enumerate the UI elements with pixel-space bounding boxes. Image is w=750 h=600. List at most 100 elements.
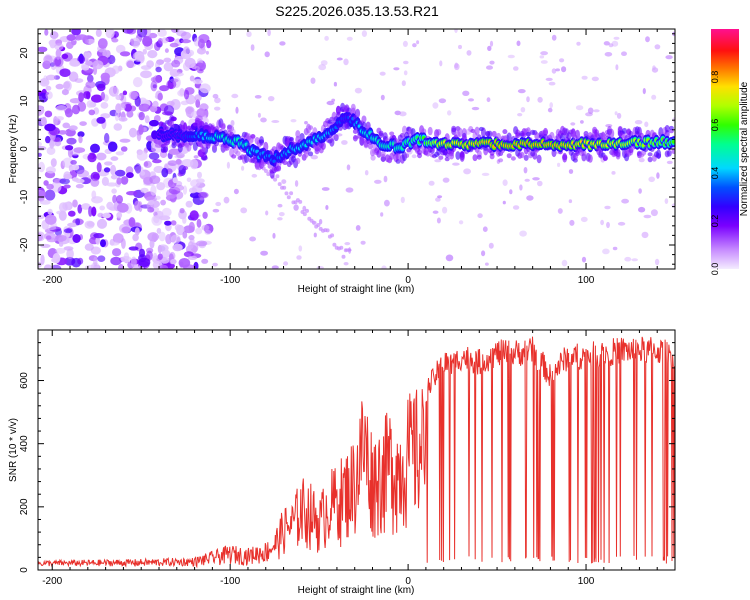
heatmap-cell [91,190,97,199]
heatmap-cell [474,126,480,136]
heatmap-cell [171,59,181,68]
heatmap-cell [537,96,543,103]
heatmap-cell [350,103,356,113]
heatmap-cell [181,159,194,168]
heatmap-cell [647,156,653,163]
heatmap-cell [654,258,660,266]
heatmap-cell [150,185,157,196]
heatmap-cell [267,96,275,102]
spectrogram-y-axis: -20 -10 0 10 20 [19,33,675,265]
heatmap-cell [587,154,593,163]
snr-series-line [38,336,675,569]
heatmap-cell [110,174,118,180]
heatmap-cell [147,50,158,59]
heatmap-cell [519,184,523,191]
heatmap-cell [183,89,190,100]
heatmap-cell [260,117,267,123]
heatmap-cell [568,199,573,204]
heatmap-cell [310,77,316,84]
heatmap-cell [72,234,81,243]
heatmap-cell [326,100,335,106]
heatmap-cell [354,87,362,94]
heatmap-cell [107,141,118,152]
heatmap-cell [172,177,178,184]
heatmap-cell [581,256,587,263]
heatmap-cell [656,153,662,159]
heatmap-cell [496,132,501,141]
heatmap-cell [50,264,62,269]
heatmap-cell [66,34,76,41]
heatmap-cell [671,140,675,144]
heatmap-cell [434,159,442,163]
heatmap-cell [615,148,621,158]
heatmap-cell [86,100,94,108]
heatmap-cell [146,60,155,68]
heatmap-cell [539,55,545,59]
heatmap-cell [602,248,610,255]
heatmap-cell [88,109,96,116]
heatmap-cell [90,178,100,187]
heatmap-cell [115,151,125,156]
heatmap-cell [308,125,314,130]
heatmap-cell [488,242,494,249]
heatmap-cell [264,51,270,58]
heatmap-cell [436,217,441,224]
y-tick-label: 10 [19,95,30,107]
heatmap-cell [158,231,166,242]
heatmap-cell [643,146,649,152]
heatmap-cell [96,116,106,124]
heatmap-cell [491,130,497,138]
heatmap-cell [183,251,194,258]
heatmap-cell [115,94,122,101]
heatmap-cell [447,110,452,116]
heatmap-cell [611,171,616,175]
heatmap-cell [169,42,179,48]
heatmap-cell [229,125,235,132]
heatmap-cell [271,265,279,269]
heatmap-cell [231,93,239,99]
heatmap-cell [204,229,212,235]
heatmap-cell [455,151,461,160]
heatmap-cell [102,49,111,58]
heatmap-cell [570,128,576,137]
heatmap-cell [171,29,180,33]
heatmap-cell [235,106,239,114]
heatmap-cell [438,155,444,160]
heatmap-cell [303,149,309,158]
heatmap-cell [188,221,195,233]
heatmap-cell [576,41,581,46]
heatmap-cell [346,107,352,114]
y-tick-label: 200 [19,498,30,515]
heatmap-cell [506,153,512,159]
heatmap-cell [318,64,327,71]
colorbar-tick-label: 0.2 [710,215,720,228]
heatmap-cell [472,154,478,162]
x-tick-label: -200 [42,576,62,587]
heatmap-cell [63,173,73,180]
heatmap-cell [427,126,433,136]
heatmap-cell [77,169,90,178]
heatmap-cell [148,199,155,205]
heatmap-cell [154,195,161,200]
heatmap-cell [654,44,661,50]
heatmap-cell [267,29,271,37]
heatmap-cell [246,31,252,38]
heatmap-cell [138,257,151,268]
heatmap-cell [64,108,73,118]
heatmap-cell [502,200,506,205]
heatmap-cell [664,125,670,133]
colorbar: 0.0 0.2 0.4 0.6 0.8 Normalized spectral ampl… [710,29,750,275]
heatmap-cell [313,232,317,238]
heatmap-cell [341,140,348,145]
heatmap-cell [442,177,450,183]
heatmap-cell [100,72,111,81]
heatmap-cell [612,246,618,251]
heatmap-cell [189,210,199,221]
heatmap-cell [158,264,169,269]
heatmap-cell [507,54,515,59]
heatmap-cell [666,150,672,157]
heatmap-cell [112,194,117,204]
heatmap-cell [112,233,124,244]
heatmap-cell [399,111,407,117]
heatmap-cell [179,208,185,214]
